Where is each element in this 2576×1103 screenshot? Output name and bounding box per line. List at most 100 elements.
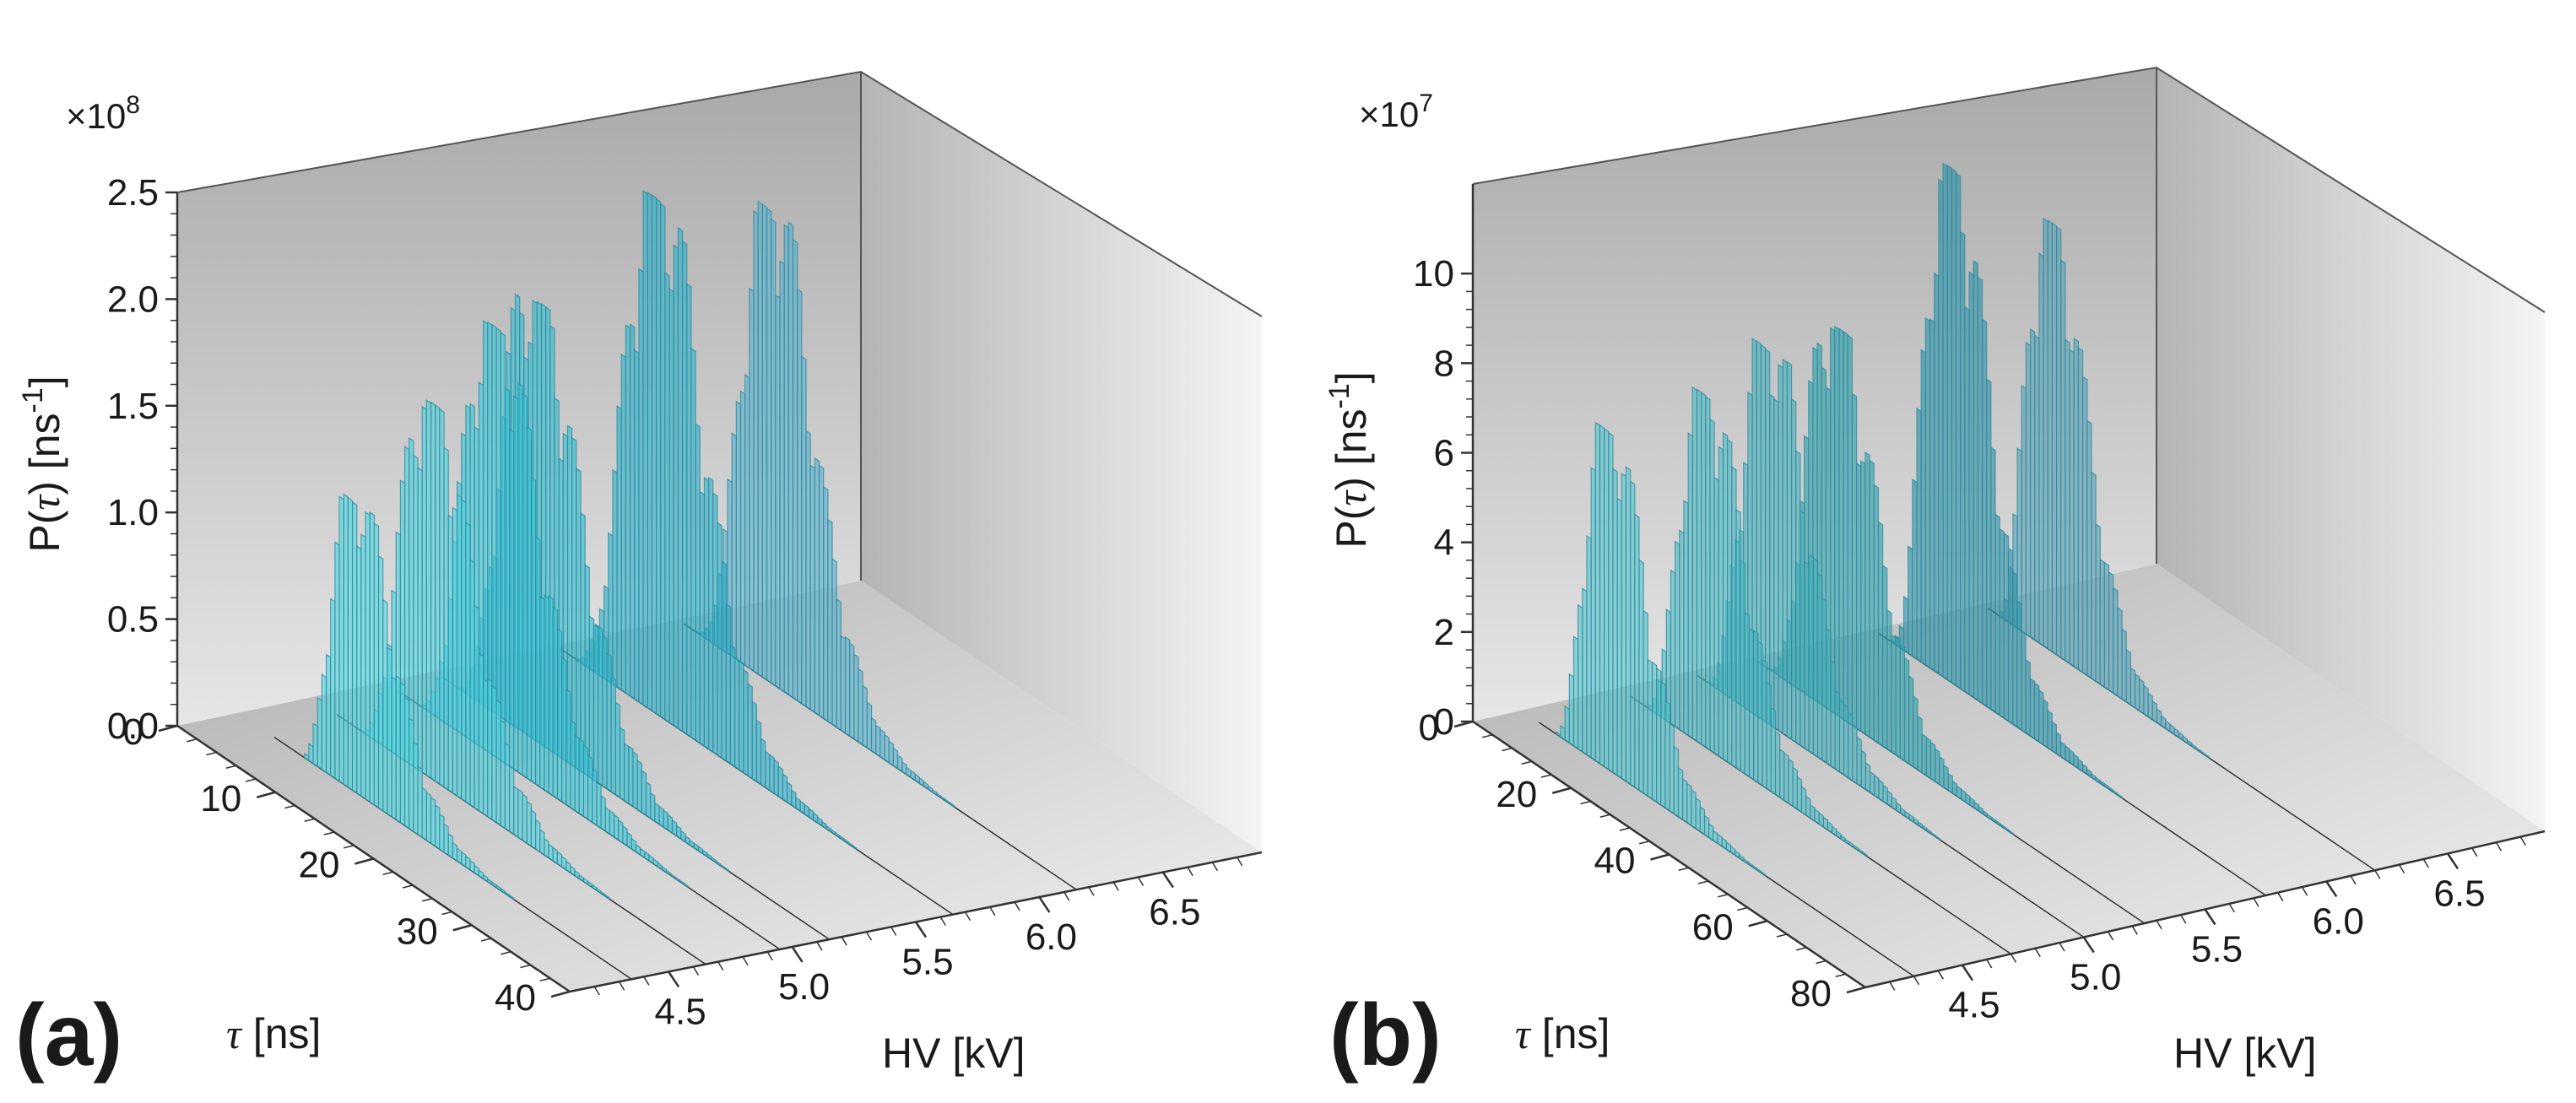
histogram-bar [2043,698,2048,749]
tau-minor-tick [1540,774,1552,778]
histogram-bar [1895,635,1901,760]
histogram-bar [2021,630,2027,734]
histogram-bar [661,865,668,874]
histogram-bar [616,405,622,691]
histogram-bar [2016,599,2022,732]
histogram-bar [430,797,436,847]
histogram-bar [2033,682,2040,743]
histogram-bar [1921,824,1928,832]
histogram-bar [447,832,453,859]
histogram-bar [2073,753,2079,770]
histogram-bar [1638,559,1644,794]
histogram-bar [556,628,563,803]
histogram-bar [574,734,580,815]
histogram-bar [1612,468,1618,776]
histogram-bar [626,831,632,851]
histogram-bar [1703,814,1710,839]
hv-minor-tick [791,946,798,956]
p-tick-label: 8 [1434,343,1454,384]
histogram-bar [1920,349,1926,667]
histogram-bar [2051,721,2057,755]
tau-tick-label: 40 [1594,841,1636,882]
tau-tick-label: 10 [200,778,241,819]
tau-tick-label: 60 [1692,906,1734,948]
histogram-bar [2108,570,2114,695]
histogram-bar [1895,801,1902,814]
histogram-bar [654,802,660,825]
histogram-bar [500,332,506,765]
histogram-bar [1594,421,1601,765]
histogram-bar [2069,749,2075,767]
histogram-bar [530,476,537,786]
histogram-bar [641,770,647,817]
histogram-bar [1647,658,1653,800]
hv-minor-tick [1088,886,1095,896]
tau-axis-ticks: 0 20 40 60 80 [1419,707,1866,1014]
histogram-bar [1773,397,1779,732]
histogram-bar [1713,476,1719,757]
hv-minor-tick [2495,841,2503,852]
histogram-bar [571,436,577,770]
histogram-series [1539,421,1914,977]
histogram-bar [1912,478,1918,661]
histogram-bar [2003,532,2010,722]
histogram-bar [809,464,815,714]
histogram-bar [1869,459,1875,742]
histogram-bar [1651,661,1658,803]
histogram-bar [421,787,427,841]
histogram-bar [469,859,475,874]
histogram-bar [2012,570,2018,728]
histogram-bar [1826,627,1832,767]
histogram-bar [636,759,642,814]
histogram-bar [1864,761,1871,794]
histogram-bar [1862,851,1868,857]
tau-minor-tick [323,831,335,835]
histogram-bar [1800,786,1807,816]
hv-tick-label: 5.0 [778,966,830,1008]
hv-minor-tick [989,906,996,916]
histogram-bar [1955,172,1962,690]
histogram-bar [1608,431,1614,774]
hv-minor-tick [2059,942,2065,952]
histogram-bar [2182,735,2189,744]
histogram-bar [866,701,873,752]
hv-minor-tick [1063,891,1070,901]
histogram-bar [552,606,559,800]
histogram-bar [760,738,766,789]
histogram-bar [743,668,749,777]
hv-minor-tick [1986,959,1993,969]
tau-minor-tick [1678,867,1689,871]
histogram-bar [1757,640,1763,787]
hv-tick-label: 5.5 [2191,929,2243,971]
histogram-bar [2055,225,2062,659]
histogram-bar [1783,752,1789,804]
tau-axis-label-a: τ [ns] [226,1010,321,1057]
histogram-bar [417,467,423,774]
histogram-bar [576,468,582,772]
histogram-bar [1968,271,1974,699]
histogram-bar [409,717,414,833]
histogram-bar [1990,446,1996,714]
histogram-bar [663,809,668,831]
tau-minor-tick [1482,734,1493,738]
histogram-bar [1913,817,1919,826]
histogram-bar [652,857,658,868]
histogram-bar [430,401,436,782]
hv-minor-tick [742,956,749,966]
histogram-bar [896,754,903,773]
histogram-bar [1568,673,1575,747]
histogram-bar [707,476,714,754]
multiplier-a: ×108 [66,91,140,136]
tau-minor-tick [1521,760,1532,765]
histogram-bar [491,684,497,824]
histogram-bar [914,773,920,785]
histogram-bar [1740,560,1745,775]
histogram-bar [1860,749,1867,791]
histogram-bar [808,807,814,821]
histogram-bar [782,773,788,803]
tau-minor-tick [1697,880,1709,884]
histogram-bar [1679,529,1685,733]
histogram-bar [2151,700,2158,724]
histogram-bar [1634,513,1640,792]
